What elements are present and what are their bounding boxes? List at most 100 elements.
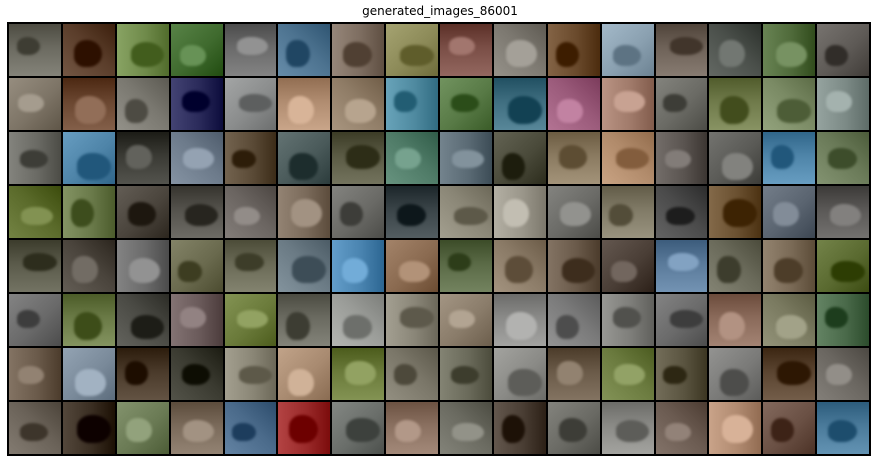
image-blob — [72, 255, 99, 284]
generated-image-tile — [817, 78, 869, 130]
generated-image-tile — [278, 348, 331, 400]
generated-image-tile — [278, 132, 331, 184]
image-blob — [344, 98, 376, 124]
image-blob — [831, 260, 865, 283]
image-blob — [506, 312, 538, 340]
generated-image-tile — [224, 240, 277, 292]
image-blob — [183, 147, 215, 169]
generated-image-tile — [709, 186, 762, 238]
image-blob — [557, 361, 584, 386]
generated-image-tile — [440, 402, 492, 454]
generated-image-tile — [440, 186, 492, 238]
generated-image-tile — [116, 402, 169, 454]
generated-image-tile — [116, 24, 169, 76]
image-blob — [614, 363, 646, 385]
figure-title: generated_images_86001 — [362, 4, 518, 18]
generated-image-tile — [170, 240, 223, 292]
image-blob — [346, 145, 380, 170]
generated-image-tile — [547, 402, 600, 454]
image-blob — [233, 206, 260, 225]
generated-image-tile — [440, 348, 492, 400]
image-blob — [393, 91, 418, 113]
generated-image-tile — [386, 348, 438, 400]
image-blob — [557, 98, 584, 124]
generated-image-tile — [62, 186, 115, 238]
image-blob — [18, 93, 45, 112]
image-blob — [506, 39, 538, 68]
image-blob — [669, 309, 704, 328]
generated-images-grid — [7, 22, 871, 456]
image-blob — [669, 37, 704, 56]
image-blob — [19, 422, 49, 441]
generated-image-tile — [386, 240, 438, 292]
image-blob — [238, 366, 273, 385]
image-blob — [289, 152, 318, 181]
image-blob — [19, 150, 49, 169]
generated-image-tile — [170, 348, 223, 400]
generated-image-tile — [386, 24, 438, 76]
generated-image-tile — [116, 294, 169, 346]
generated-image-tile — [170, 402, 223, 454]
image-blob — [395, 420, 422, 442]
generated-image-tile — [332, 348, 385, 400]
image-blob — [343, 314, 372, 340]
generated-image-tile — [817, 24, 869, 76]
generated-image-tile — [547, 348, 600, 400]
generated-image-tile — [332, 402, 385, 454]
image-blob — [501, 152, 525, 181]
generated-image-tile — [601, 348, 654, 400]
image-blob — [555, 314, 579, 340]
image-blob — [287, 368, 314, 397]
image-blob — [826, 91, 853, 113]
image-blob — [344, 361, 376, 386]
generated-image-tile — [655, 186, 708, 238]
image-blob — [16, 309, 41, 328]
generated-image-tile — [332, 186, 385, 238]
image-blob — [126, 417, 153, 443]
image-blob — [393, 363, 418, 385]
generated-image-tile — [817, 402, 869, 454]
image-blob — [75, 368, 107, 397]
generated-image-tile — [9, 78, 61, 130]
image-blob — [23, 253, 57, 272]
generated-image-tile — [763, 240, 816, 292]
image-blob — [615, 420, 650, 442]
generated-image-tile — [278, 186, 331, 238]
image-blob — [236, 309, 269, 328]
image-blob — [614, 91, 646, 113]
generated-image-tile — [493, 402, 546, 454]
generated-image-tile — [386, 78, 438, 130]
image-blob — [289, 415, 318, 443]
generated-image-tile — [709, 294, 762, 346]
generated-image-tile — [224, 78, 277, 130]
generated-image-tile — [493, 186, 546, 238]
image-blob — [76, 152, 111, 181]
generated-image-tile — [709, 402, 762, 454]
generated-image-tile — [763, 348, 816, 400]
image-blob — [667, 253, 700, 272]
image-blob — [560, 201, 592, 227]
image-blob — [400, 307, 434, 329]
generated-image-tile — [817, 186, 869, 238]
image-blob — [826, 363, 853, 385]
image-blob — [183, 420, 215, 442]
generated-image-tile — [601, 186, 654, 238]
generated-image-tile — [9, 132, 61, 184]
generated-image-tile — [655, 402, 708, 454]
generated-image-tile — [601, 78, 654, 130]
generated-image-tile — [547, 240, 600, 292]
image-blob — [772, 201, 799, 227]
generated-image-tile — [601, 402, 654, 454]
image-blob — [340, 201, 364, 227]
image-blob — [184, 204, 219, 226]
generated-image-tile — [116, 78, 169, 130]
generated-image-tile — [278, 294, 331, 346]
image-blob — [612, 307, 642, 329]
generated-image-tile — [709, 24, 762, 76]
image-blob — [232, 422, 256, 441]
generated-image-tile — [655, 348, 708, 400]
image-blob — [829, 204, 861, 226]
generated-image-tile — [9, 348, 61, 400]
generated-image-tile — [493, 348, 546, 400]
generated-image-tile — [9, 186, 61, 238]
